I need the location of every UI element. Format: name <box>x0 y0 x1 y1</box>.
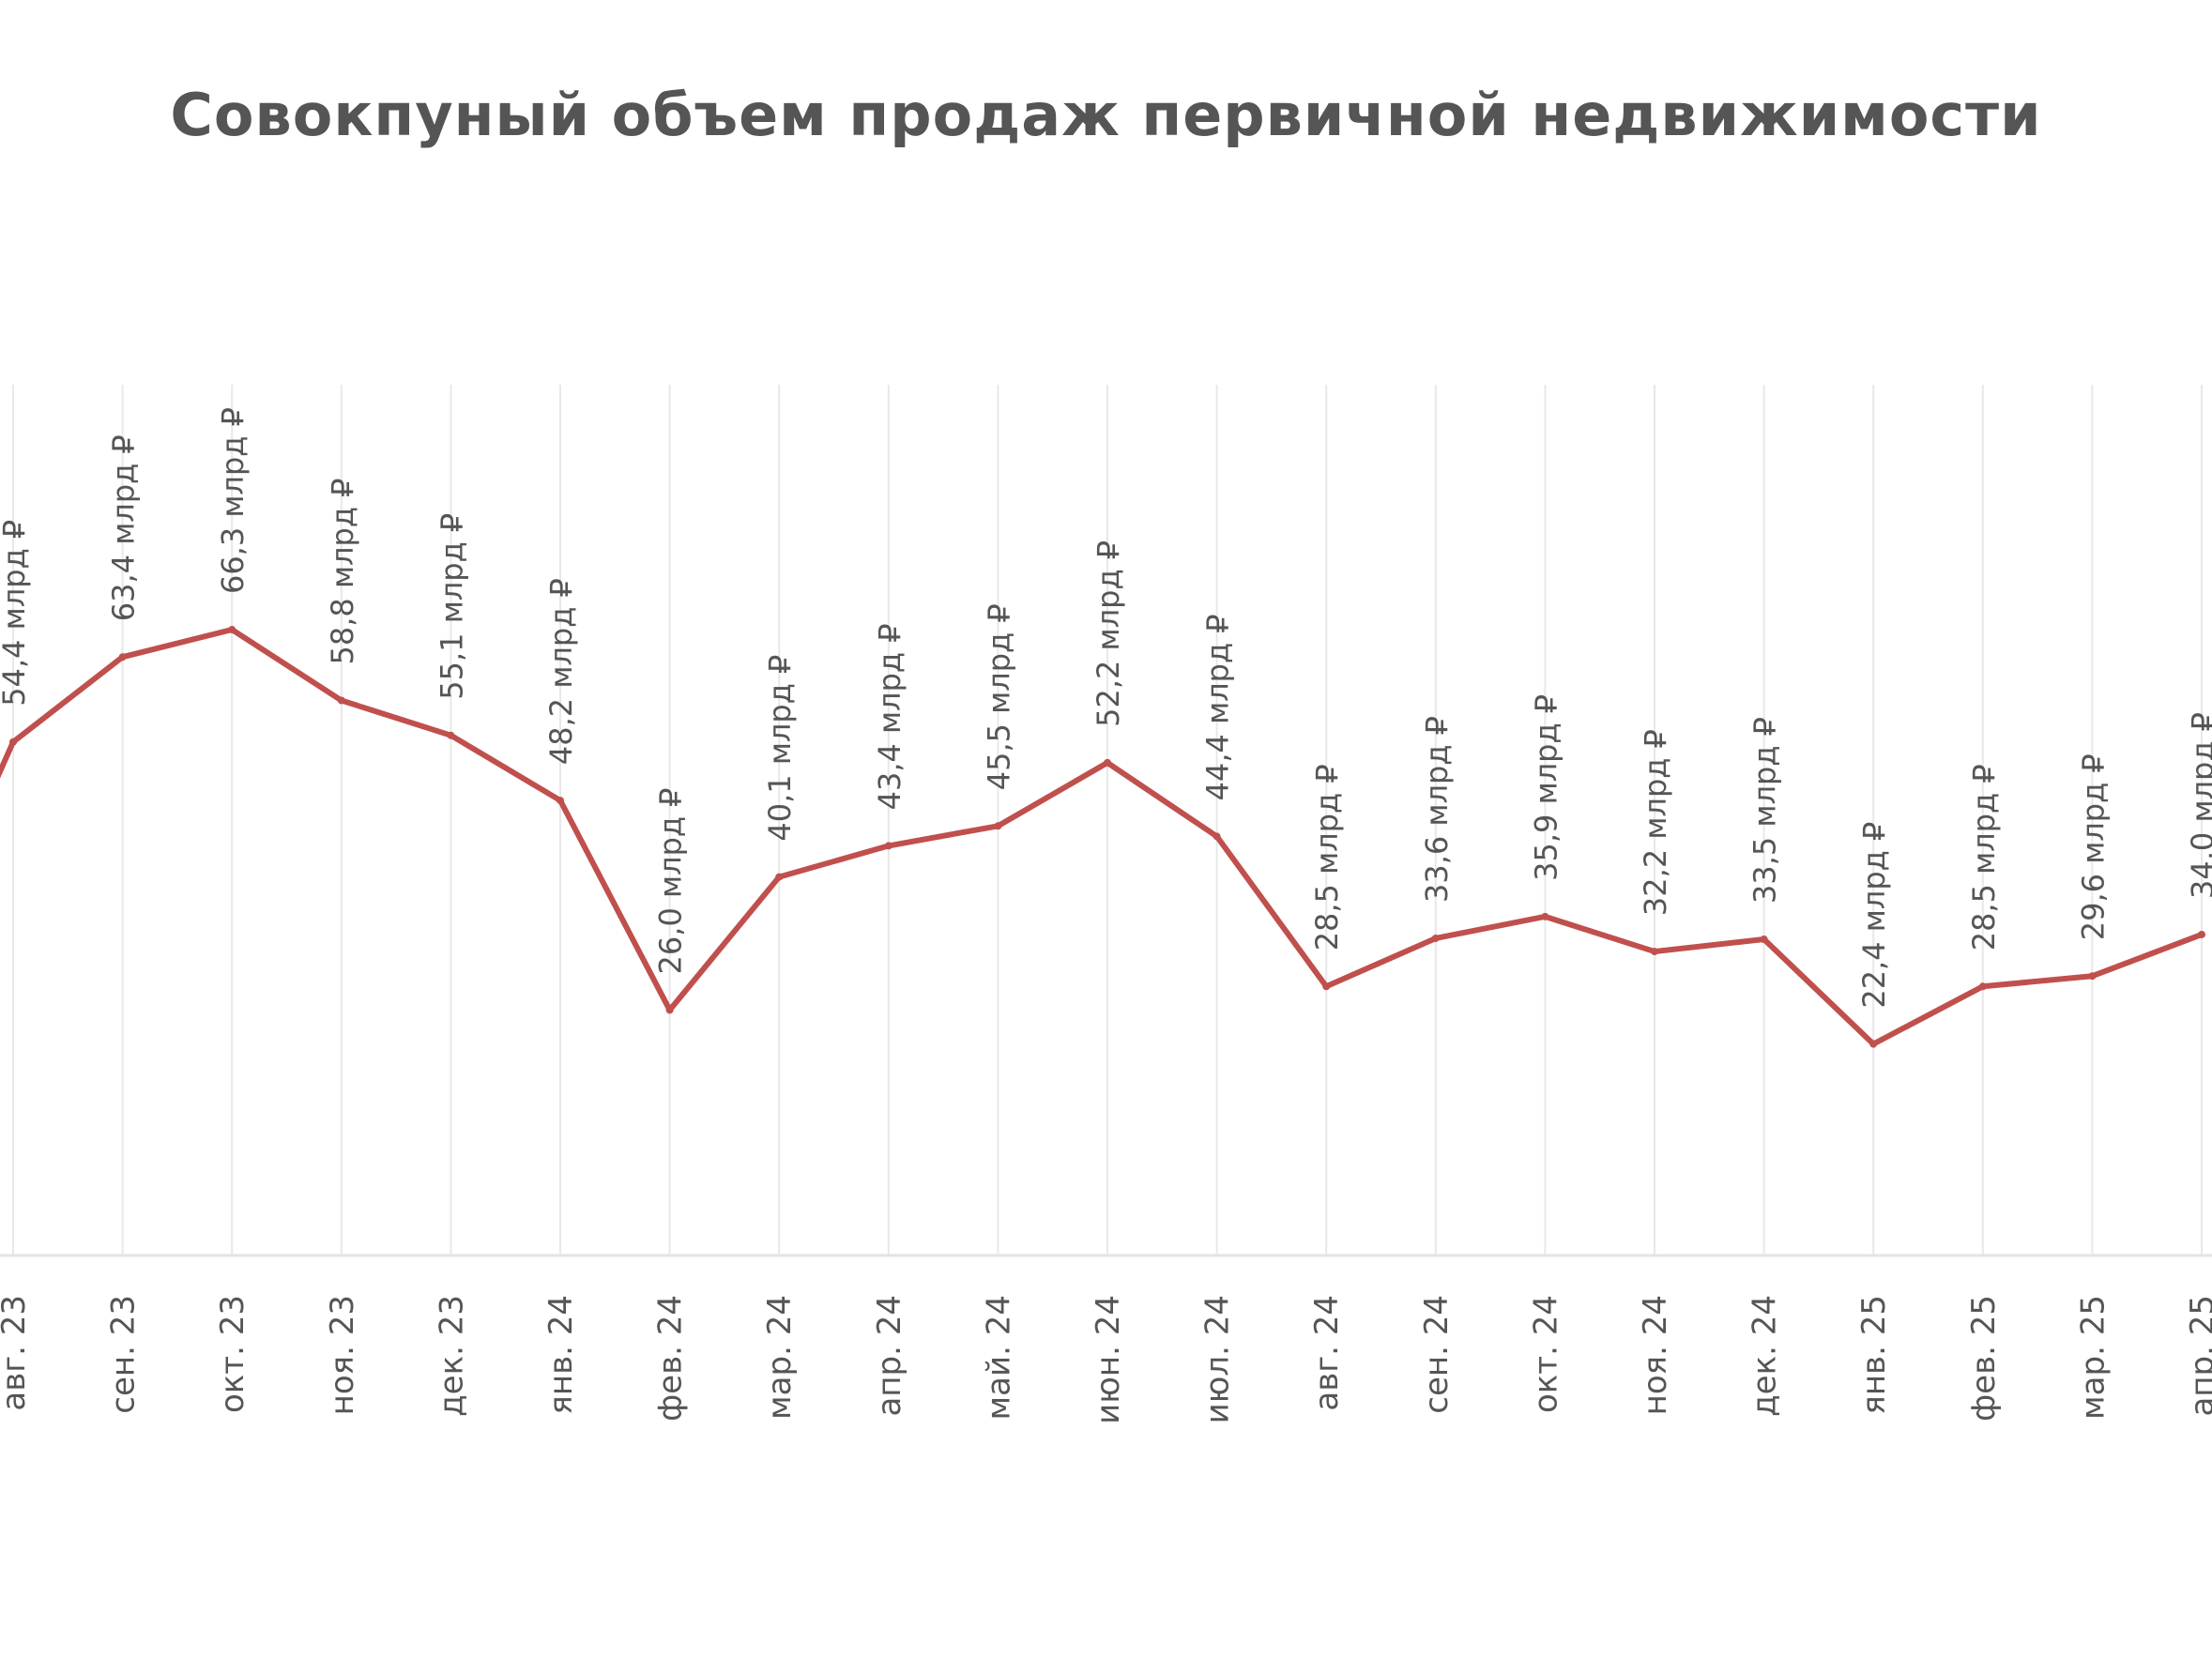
gridlines <box>12 385 2203 1255</box>
data-label: 43,4 млрд ₽ <box>872 623 908 810</box>
data-label: 28,5 млрд ₽ <box>1309 764 1345 951</box>
data-label: 45,5 млрд ₽ <box>981 603 1016 790</box>
data-label: 66,3 млрд ₽ <box>215 407 251 594</box>
data-label: 48,2 млрд ₽ <box>543 578 579 765</box>
data-point <box>1104 758 1111 767</box>
x-tick-label: сен. 23 <box>105 1295 143 1414</box>
data-label: 32,2 млрд ₽ <box>1638 729 1673 916</box>
data-point <box>9 738 17 746</box>
data-label: 28,5 млрд ₽ <box>1966 764 2002 951</box>
data-label: 52,2 млрд ₽ <box>1091 540 1126 727</box>
data-point <box>2088 972 2097 981</box>
data-point <box>557 797 564 805</box>
x-tick-label: дек. 23 <box>433 1295 470 1417</box>
data-label: 29,6 млрд ₽ <box>2075 753 2111 940</box>
data-point <box>884 842 892 850</box>
data-label: 33,5 млрд ₽ <box>1747 717 1783 904</box>
data-point <box>1760 935 1768 943</box>
data-point <box>1869 1040 1878 1048</box>
x-tick-label: окт. 23 <box>214 1295 252 1413</box>
data-label: 55,1 млрд ₽ <box>434 513 469 700</box>
data-point <box>665 1006 674 1014</box>
data-point <box>1431 934 1440 942</box>
x-tick-label: май. 24 <box>980 1295 1017 1420</box>
data-label: 35,9 млрд ₽ <box>1528 694 1564 881</box>
data-label: 34,0 млрд ₽ <box>2185 712 2212 899</box>
data-label: 63,4 млрд ₽ <box>106 434 142 621</box>
x-tick-label: янв. 24 <box>542 1295 580 1415</box>
x-tick-label: янв. 25 <box>1855 1295 1893 1415</box>
data-label: 44,4 млрд ₽ <box>1200 614 1236 800</box>
data-label: 26,0 млрд ₽ <box>653 787 689 974</box>
x-tick-label: апр. 24 <box>871 1295 908 1417</box>
data-point <box>1213 832 1221 841</box>
x-tick-label: окт. 24 <box>1527 1295 1564 1413</box>
x-axis-tick-labels: авг. 23 сен. 23 окт. 23 ноя. 23 дек. 23 янв. … <box>0 1295 2212 1424</box>
series-line-layer <box>0 626 2205 1048</box>
data-point <box>775 873 784 881</box>
data-point <box>337 696 345 705</box>
x-tick-label: дек. 24 <box>1747 1295 1784 1417</box>
x-tick-label: мар. 25 <box>2074 1295 2112 1420</box>
x-tick-label: ноя. 23 <box>324 1295 361 1415</box>
series-line <box>0 627 2204 1047</box>
data-point <box>1651 948 1658 956</box>
data-point <box>2198 930 2205 938</box>
x-tick-label: сен. 24 <box>1418 1295 1456 1414</box>
x-tick-label: авг. 23 <box>0 1295 33 1411</box>
data-point <box>118 653 127 662</box>
x-tick-label: июл. 24 <box>1199 1295 1237 1423</box>
x-tick-label: апр. 25 <box>2184 1295 2212 1417</box>
data-point <box>1978 982 1987 991</box>
x-tick-label: ноя. 24 <box>1637 1295 1674 1415</box>
x-tick-label: фев. 25 <box>1965 1295 2003 1422</box>
data-point <box>994 822 1002 830</box>
data-point <box>1541 912 1549 920</box>
data-label: 40,1 млрд ₽ <box>762 655 798 842</box>
data-label: 54,4 млрд ₽ <box>0 520 32 707</box>
data-label: 33,6 млрд ₽ <box>1419 716 1455 903</box>
chart-title: Совокпуный объем продаж первичной недвиж… <box>170 81 2042 149</box>
x-tick-label: фев. 24 <box>652 1295 690 1422</box>
x-tick-label: авг. 24 <box>1308 1295 1346 1411</box>
x-tick-label: мар. 24 <box>761 1295 799 1420</box>
data-point <box>447 731 455 739</box>
data-label: 58,8 млрд ₽ <box>325 478 360 664</box>
x-tick-label: июн. 24 <box>1090 1295 1127 1424</box>
data-labels: 54,4 млрд ₽ 63,4 млрд ₽ 66,3 млрд ₽ 58,8 мл… <box>0 407 2212 1009</box>
data-point <box>228 626 236 634</box>
data-label: 22,4 млрд ₽ <box>1856 822 1892 1009</box>
data-point <box>1322 982 1331 991</box>
